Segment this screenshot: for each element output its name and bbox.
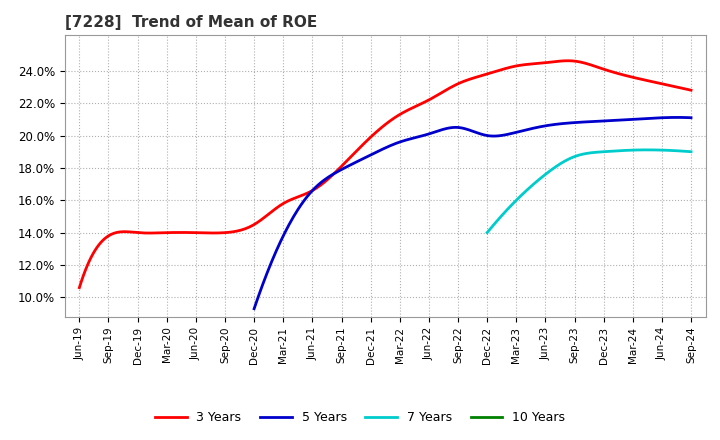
5 Years	[508, 131, 517, 136]
3 Years	[593, 64, 601, 70]
5 Years	[250, 306, 258, 312]
5 Years	[251, 302, 260, 307]
3 Years	[75, 285, 84, 290]
Line: 3 Years: 3 Years	[79, 61, 691, 288]
5 Years	[646, 116, 654, 121]
7 Years	[643, 147, 652, 153]
Line: 7 Years: 7 Years	[487, 150, 691, 233]
7 Years	[668, 148, 677, 153]
5 Years	[510, 130, 518, 136]
7 Years	[655, 147, 664, 153]
3 Years	[449, 83, 458, 88]
3 Years	[439, 89, 448, 94]
5 Years	[517, 128, 526, 134]
3 Years	[564, 58, 572, 63]
3 Years	[687, 88, 696, 93]
7 Years	[687, 149, 696, 154]
7 Years	[604, 149, 613, 154]
7 Years	[608, 149, 616, 154]
Text: [7228]  Trend of Mean of ROE: [7228] Trend of Mean of ROE	[65, 15, 317, 30]
3 Years	[631, 75, 640, 81]
Legend: 3 Years, 5 Years, 7 Years, 10 Years: 3 Years, 5 Years, 7 Years, 10 Years	[150, 407, 570, 429]
5 Years	[618, 117, 626, 123]
3 Years	[437, 90, 446, 95]
5 Years	[674, 115, 683, 120]
7 Years	[603, 149, 612, 154]
5 Years	[687, 115, 696, 121]
Line: 5 Years: 5 Years	[254, 117, 691, 309]
7 Years	[483, 230, 492, 235]
3 Years	[77, 279, 86, 284]
7 Years	[484, 229, 492, 235]
